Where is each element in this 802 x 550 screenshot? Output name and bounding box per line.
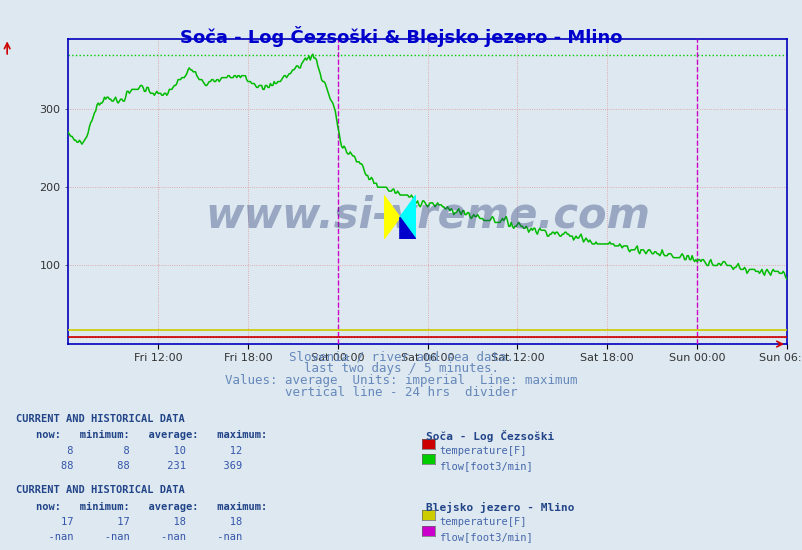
Text: now:   minimum:   average:   maximum:: now: minimum: average: maximum: <box>36 502 267 512</box>
Polygon shape <box>399 195 415 239</box>
Text: CURRENT AND HISTORICAL DATA: CURRENT AND HISTORICAL DATA <box>16 414 184 424</box>
Text: last two days / 5 minutes.: last two days / 5 minutes. <box>304 362 498 376</box>
Text: Soča - Log Čezsoški & Blejsko jezero - Mlino: Soča - Log Čezsoški & Blejsko jezero - M… <box>180 26 622 47</box>
Text: -nan     -nan     -nan     -nan: -nan -nan -nan -nan <box>36 532 242 542</box>
Text: CURRENT AND HISTORICAL DATA: CURRENT AND HISTORICAL DATA <box>16 485 184 495</box>
Text: vertical line - 24 hrs  divider: vertical line - 24 hrs divider <box>285 386 517 399</box>
Text: 88       88      231      369: 88 88 231 369 <box>36 461 242 471</box>
Polygon shape <box>383 195 399 239</box>
Polygon shape <box>399 217 415 239</box>
Text: temperature[F]: temperature[F] <box>439 517 526 527</box>
Text: Slovenia / river and sea data.: Slovenia / river and sea data. <box>289 351 513 364</box>
Text: Values: average  Units: imperial  Line: maximum: Values: average Units: imperial Line: ma… <box>225 374 577 387</box>
Text: 8        8       10       12: 8 8 10 12 <box>36 446 242 455</box>
Text: www.si-vreme.com: www.si-vreme.com <box>205 195 650 236</box>
Text: flow[foot3/min]: flow[foot3/min] <box>439 532 533 542</box>
Text: now:   minimum:   average:   maximum:: now: minimum: average: maximum: <box>36 430 267 440</box>
Text: Soča - Log Čezsoški: Soča - Log Čezsoški <box>425 430 553 442</box>
Text: 17       17       18       18: 17 17 18 18 <box>36 517 242 527</box>
Text: Blejsko jezero - Mlino: Blejsko jezero - Mlino <box>425 502 573 513</box>
Text: temperature[F]: temperature[F] <box>439 446 526 455</box>
Text: flow[foot3/min]: flow[foot3/min] <box>439 461 533 471</box>
